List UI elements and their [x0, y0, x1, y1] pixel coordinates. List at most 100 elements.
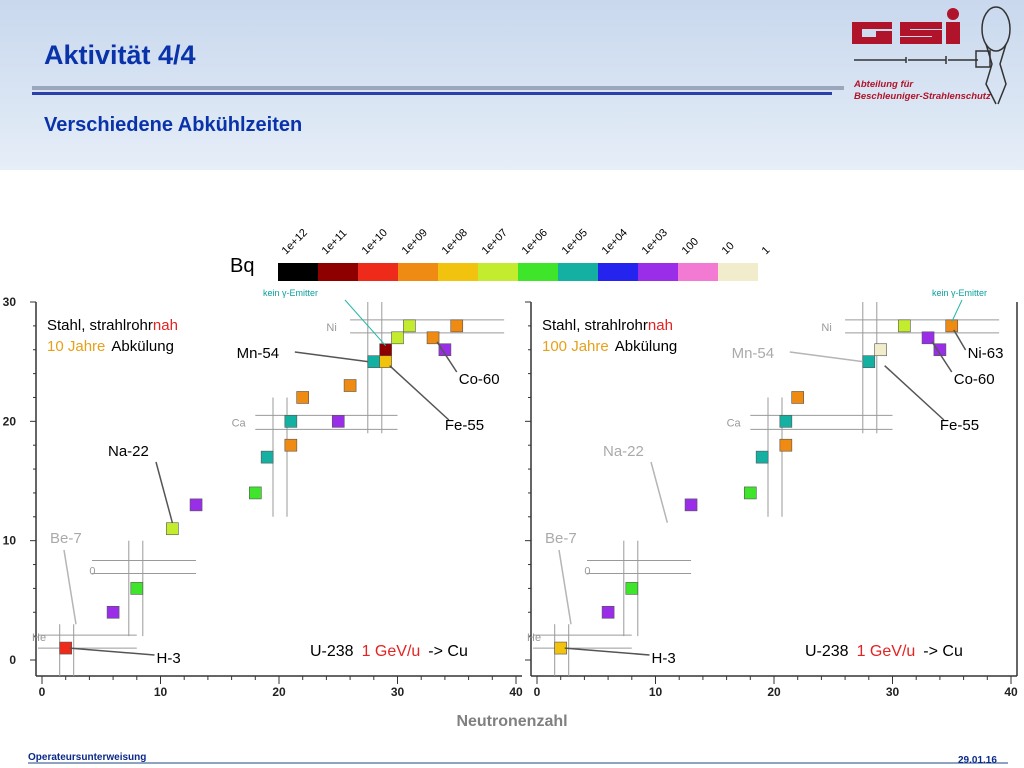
element-label: Ni	[326, 322, 336, 334]
legend-tick-label: 100	[680, 236, 701, 257]
legend-tick-label: 1e+06	[520, 227, 550, 257]
nuclide-point	[130, 582, 144, 595]
department-line-1: Abteilung für	[854, 79, 914, 90]
reaction-beam: U-238	[805, 643, 849, 660]
legend-swatch	[318, 263, 358, 281]
nuclide-annotation: Be-7	[545, 530, 577, 547]
nuclide-point	[379, 343, 392, 357]
nuclide-annotation: Co-60	[459, 371, 500, 388]
nuclide-point	[284, 438, 298, 452]
nuclide-point	[862, 355, 876, 368]
legend-swatch	[278, 263, 318, 281]
nuclide-point	[249, 486, 262, 500]
legend-swatch	[558, 263, 598, 281]
nuclide-point	[426, 331, 440, 345]
panel-cooling: 100 Jahre Abkülung	[542, 338, 677, 355]
nuclide-point	[684, 498, 698, 512]
annotation-leader-line	[650, 461, 669, 523]
nuclide-point	[284, 415, 298, 428]
legend-swatch	[438, 263, 478, 281]
nuclide-point	[106, 605, 120, 619]
nuclide-point	[779, 438, 793, 452]
annotation-leader-line	[69, 647, 155, 656]
gsi-logo	[852, 6, 1011, 105]
gamma-note-leader	[951, 299, 963, 323]
nuclide-point	[601, 605, 615, 619]
nuclide-annotation: Co-60	[954, 371, 995, 388]
reaction-beam: U-238	[310, 643, 354, 660]
panel-title: Stahl, strahlrohrnah	[47, 317, 178, 334]
nuclide-point	[743, 486, 757, 500]
legend-swatch	[478, 263, 518, 281]
legend-tick-label: 1e+09	[400, 227, 430, 257]
nuclide-annotation: H-3	[652, 650, 676, 667]
annotation-leader-line	[63, 549, 77, 625]
x-tick-label: 20	[272, 685, 286, 699]
element-label: He	[32, 632, 46, 644]
legend-tick-label: 1e+08	[440, 227, 470, 257]
legend-tick-label: 1e+07	[480, 227, 510, 257]
annotation-leader-line	[436, 341, 458, 373]
nuclide-point	[403, 319, 416, 333]
department-line-2: Beschleuniger-Strahlenschutz	[854, 91, 991, 102]
x-tick-label: 20	[767, 685, 781, 699]
footer-left-text: Operateursunterweisung	[28, 752, 147, 763]
annotation-leader-line	[558, 549, 572, 625]
nuclide-annotation: Na-22	[108, 443, 149, 460]
panel-cooling-word: Abkülung	[111, 338, 174, 355]
slide-title: Aktivität 4/4	[44, 40, 196, 70]
legend-tick-label: 1e+04	[600, 227, 630, 257]
nuclide-point	[874, 343, 887, 357]
nuclide-point	[260, 450, 274, 464]
nuclide-annotation: Fe-55	[940, 417, 979, 434]
x-tick-label: 40	[509, 685, 523, 699]
annotation-leader-line	[884, 365, 945, 421]
annotation-leader-line	[294, 351, 368, 363]
element-label: 0	[584, 566, 590, 578]
nuclide-point	[189, 498, 203, 512]
legend-tick-label: 1e+10	[360, 227, 390, 257]
nuclide-point	[625, 582, 639, 595]
nuclide-annotation: Mn-54	[732, 345, 775, 362]
legend-tick-label: 1e+03	[640, 227, 670, 257]
y-tick-label: 30	[3, 295, 17, 309]
title-rule-blue	[32, 92, 832, 95]
nuclide-point	[755, 450, 769, 464]
annotation-leader-line	[953, 329, 967, 351]
x-axis-label: Neutronenzahl	[456, 713, 567, 730]
nuclide-point	[438, 343, 452, 357]
legend-tick-label: 1	[760, 244, 773, 257]
legend-tick-label: 10	[720, 240, 737, 257]
nuclide-point	[296, 391, 310, 404]
nuclide-point	[779, 415, 793, 428]
panel-cooling-time: 100 Jahre	[542, 338, 609, 355]
x-tick-label: 30	[886, 685, 900, 699]
legend-swatch	[678, 263, 718, 281]
annotation-leader-line	[789, 351, 863, 363]
nuclide-point	[331, 415, 345, 428]
gamma-note-right: kein γ-Emitter	[932, 288, 987, 298]
x-tick-label: 30	[391, 685, 405, 699]
panel-cooling: 10 Jahre Abkülung	[47, 338, 174, 355]
y-tick-label: 10	[3, 534, 17, 548]
reaction-target: -> Cu	[923, 643, 963, 660]
nuclide-point	[166, 522, 179, 536]
panel-reaction: U-238 1 GeV/u -> Cu	[805, 643, 963, 660]
legend-swatch	[598, 263, 638, 281]
panel-cooling-time: 10 Jahre	[47, 338, 105, 355]
element-label: Ni	[821, 322, 831, 334]
department-label: Abteilung für Beschleuniger-Strahlenschu…	[854, 79, 991, 103]
chart-panel-10-years: 0 10 20 30 40 0 10 20 30 He 0 Ca Ni Stahl, strahlrohr…	[3, 295, 523, 699]
panel-cooling-word: Abkülung	[615, 338, 678, 355]
panel-title-nah: nah	[648, 317, 673, 334]
nuclide-point	[367, 355, 381, 368]
activity-color-legend: Bq 1e+12 1e+11 1e+10 1e+09 1e+08 1e+07 1e+06 1e+…	[230, 227, 987, 298]
panel-reaction: U-238 1 GeV/u -> Cu	[310, 643, 468, 660]
footer-date: 29.01.16	[958, 755, 997, 766]
slide-subtitle: Verschiedene Abkühlzeiten	[44, 114, 303, 136]
y-tick-label: 0	[9, 653, 16, 667]
nuclide-annotation: H-3	[157, 650, 181, 667]
panel-title-material: Stahl, strahlrohr	[542, 317, 648, 334]
legend-swatch	[518, 263, 558, 281]
